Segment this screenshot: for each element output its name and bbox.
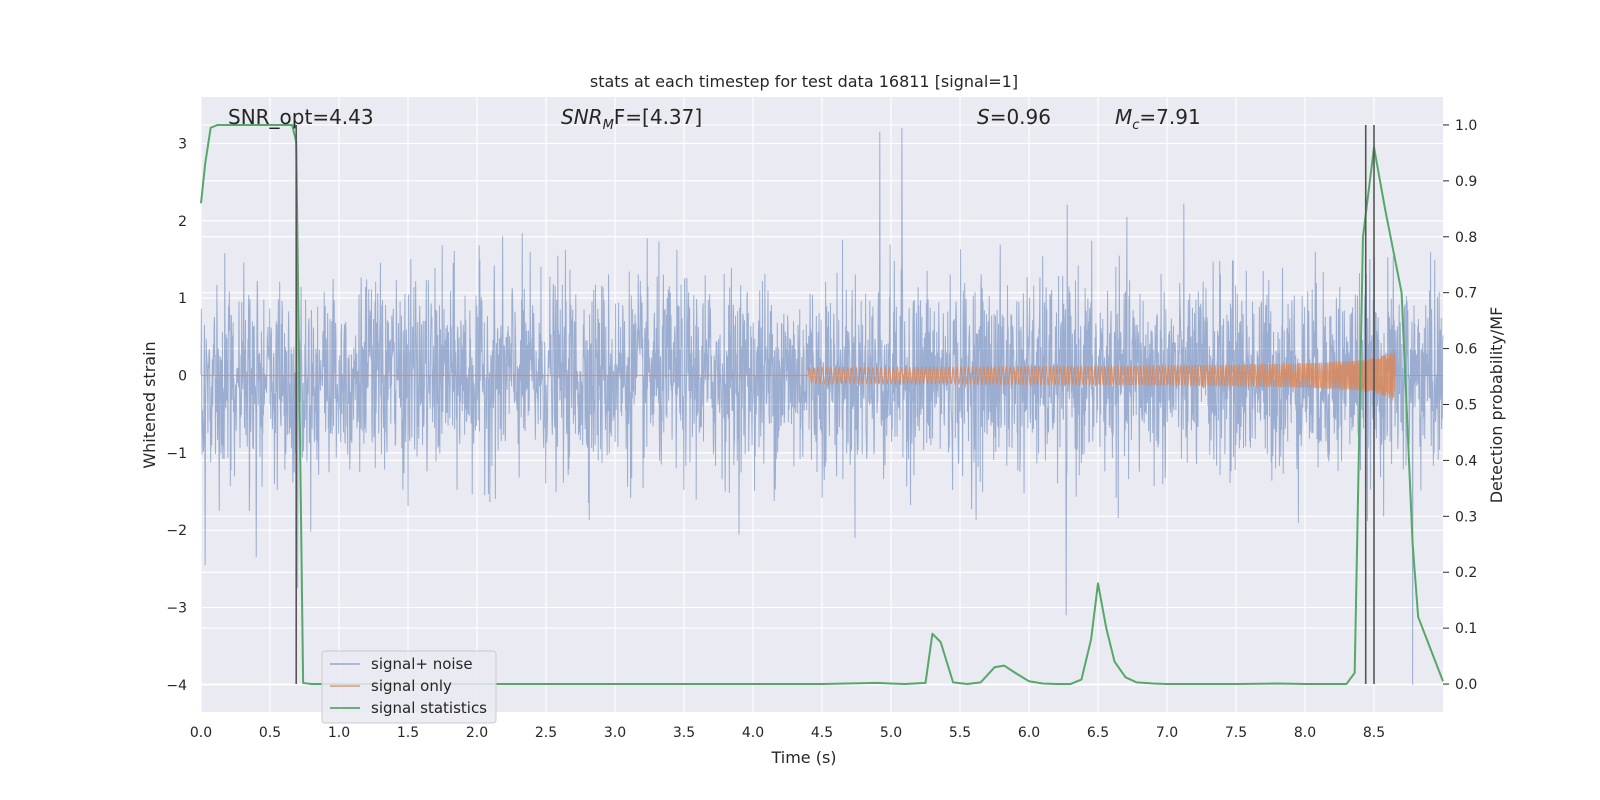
signal-statistics-line: [200, 123, 1444, 686]
vertical-markers: [295, 124, 1375, 685]
x-tick-label: 8.0: [1294, 725, 1316, 741]
s-symbol: S: [977, 105, 990, 129]
x-tick-label: 1.5: [397, 725, 419, 741]
right-y-tick-label: 0.0: [1455, 677, 1477, 693]
right-y-tick-label: 0.3: [1455, 509, 1477, 525]
signal-only-series: [201, 348, 1443, 401]
x-tick-label: 8.5: [1363, 725, 1385, 741]
right-y-tick-label: 1.0: [1455, 118, 1477, 134]
legend: signal+ noise signal only signal statist…: [321, 650, 497, 724]
snr-mf-subscript: M: [603, 118, 614, 133]
right-y-axis-label: Detection probability/MF: [1487, 307, 1506, 504]
s-annotation: S=0.96: [977, 105, 1051, 129]
x-tick-label: 4.5: [811, 725, 833, 741]
legend-label-signal-only: signal only: [371, 677, 452, 695]
x-tick-label: 6.5: [1087, 725, 1109, 741]
x-tick-label: 0.5: [259, 725, 281, 741]
signal-noise-line: [200, 127, 1444, 685]
right-y-tick-label: 0.2: [1455, 565, 1477, 581]
mc-annotation: Mc=7.91: [1115, 105, 1201, 133]
y-tick-label: 2: [178, 214, 187, 230]
mc-subscript: c: [1132, 118, 1139, 133]
x-tick-label: 0.0: [190, 725, 212, 741]
right-y-tick-label: 0.9: [1455, 174, 1477, 190]
x-tick-label: 3.5: [673, 725, 695, 741]
y-tick-label: −4: [166, 678, 187, 694]
y-tick-label: 1: [178, 291, 187, 307]
x-tick-label: 3.0: [604, 725, 626, 741]
y-tick-label: −2: [166, 523, 187, 539]
y-tick-labels: −4 −3 −2 −1 0 1 2 3: [166, 136, 187, 694]
legend-label-signal-noise: signal+ noise: [371, 655, 473, 673]
right-y-tick-label: 0.7: [1455, 286, 1477, 302]
signal-only-line: [807, 348, 1443, 401]
signal-noise-series: [200, 127, 1444, 685]
x-tick-labels: 0.0 0.5 1.0 1.5 2.0 2.5 3.0 3.5 4.0 4.5 5.0 5.5 6.0 6…: [190, 725, 1385, 741]
x-tick-label: 7.5: [1225, 725, 1247, 741]
snr-mf-annotation: SNRMF=[4.37]: [561, 105, 702, 133]
signal-statistics-series: [200, 123, 1444, 686]
x-tick-label: 2.0: [466, 725, 488, 741]
x-tick-label: 2.5: [535, 725, 557, 741]
legend-label-signal-statistics: signal statistics: [371, 699, 487, 717]
right-y-tick-label: 0.8: [1455, 230, 1477, 246]
x-tick-label: 6.0: [1018, 725, 1040, 741]
right-y-tick-label: 0.4: [1455, 453, 1477, 469]
x-axis-label: Time (s): [770, 748, 836, 767]
x-tick-label: 5.5: [949, 725, 971, 741]
mc-value: =7.91: [1139, 105, 1200, 129]
chart-title: stats at each timestep for test data 168…: [590, 72, 1018, 91]
snr-mf-value: F=[4.37]: [614, 105, 702, 129]
snr-mf-symbol: SNR: [561, 105, 603, 129]
x-tick-label: 4.0: [742, 725, 764, 741]
legend-frame: [321, 650, 497, 724]
x-tick-label: 7.0: [1156, 725, 1178, 741]
y-tick-label: −3: [166, 601, 187, 617]
y-tick-label: 3: [178, 136, 187, 152]
y-axis-label: Whitened strain: [140, 341, 159, 468]
right-y-tick-label: 0.1: [1455, 621, 1477, 637]
annotations: SNR_opt=4.43 SNRMF=[4.37] S=0.96 Mc=7.91: [228, 105, 1201, 133]
y-tick-label: −1: [166, 446, 187, 462]
y-tick-label: 0: [178, 368, 187, 384]
x-tick-label: 5.0: [880, 725, 902, 741]
right-y-tick-labels: 0.0 0.1 0.2 0.3 0.4 0.5 0.6 0.7 0.8 0.9 1.0: [1443, 118, 1477, 693]
x-tick-label: 1.0: [328, 725, 350, 741]
snr-opt-annotation: SNR_opt=4.43: [228, 105, 374, 129]
s-value: =0.96: [990, 105, 1051, 129]
mc-symbol: M: [1115, 105, 1132, 129]
right-y-tick-label: 0.6: [1455, 342, 1477, 358]
right-y-tick-label: 0.5: [1455, 398, 1477, 414]
